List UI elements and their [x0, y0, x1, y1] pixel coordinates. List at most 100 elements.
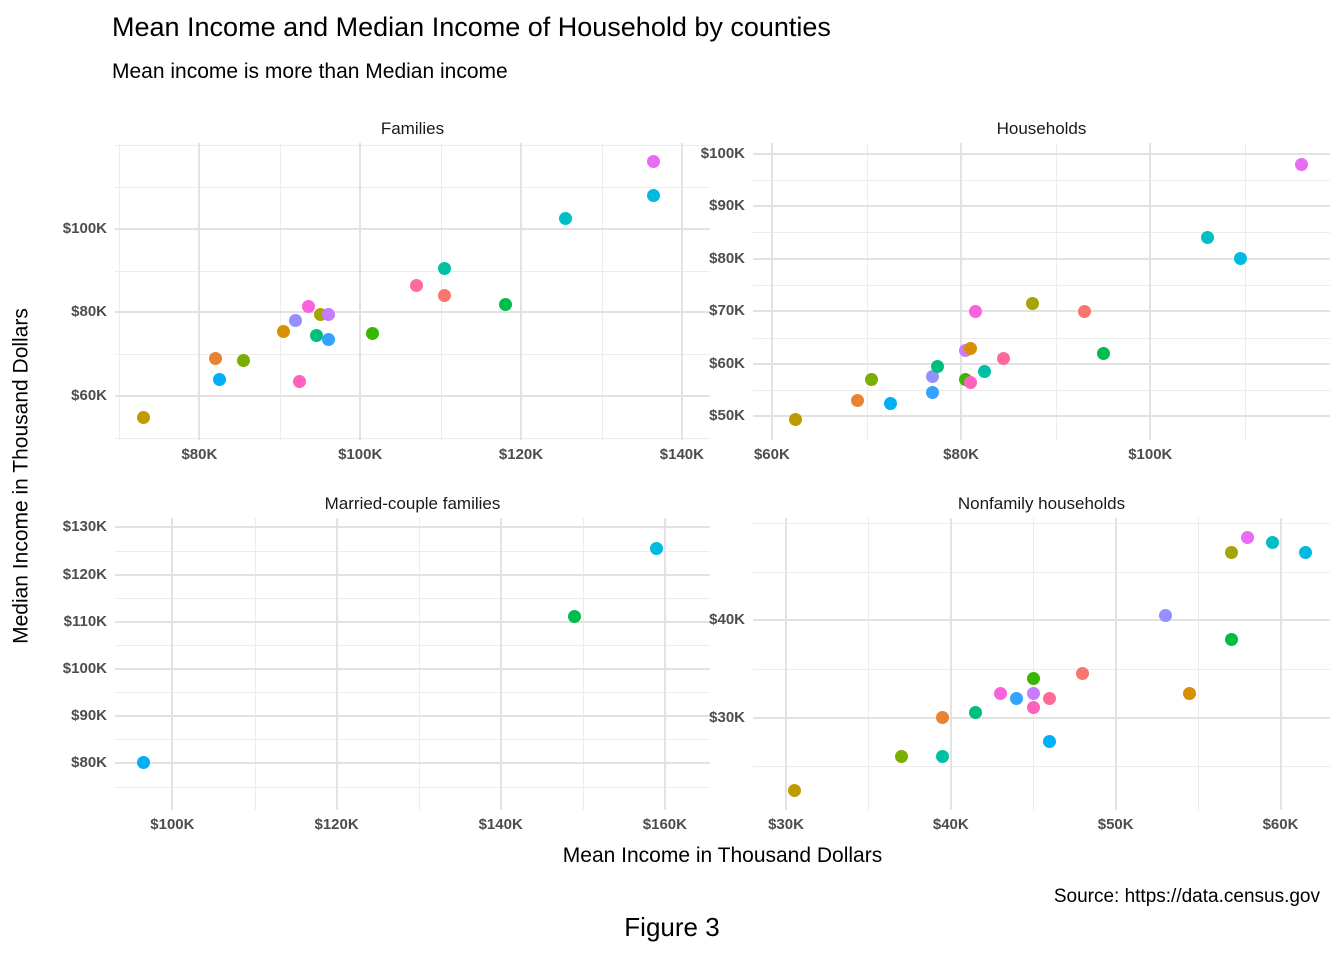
y-tick-label: $90K	[71, 706, 107, 724]
data-point	[321, 308, 335, 321]
gridline-y-minor	[115, 739, 710, 741]
data-point	[1076, 667, 1090, 681]
gridline-y-major	[115, 311, 710, 314]
data-point	[321, 333, 335, 347]
data-point	[993, 686, 1007, 700]
y-tick-label: $100K	[62, 659, 107, 677]
gridline-y-major	[115, 227, 710, 230]
data-point	[647, 155, 661, 169]
data-point	[1224, 545, 1238, 559]
data-point	[277, 324, 291, 338]
gridline-y-major	[753, 257, 1330, 260]
x-tick-label: $120K	[314, 816, 359, 833]
y-tick-label: $110K	[63, 612, 107, 630]
gridline-x-major	[785, 518, 787, 810]
data-point	[293, 374, 307, 388]
y-tick-label: $50K	[709, 407, 745, 425]
gridline-x-major	[949, 518, 952, 810]
data-point	[309, 328, 323, 342]
gridline-x-major	[960, 143, 963, 440]
data-point	[237, 354, 251, 367]
data-point	[498, 297, 512, 311]
data-point	[1241, 531, 1255, 544]
data-point	[969, 706, 983, 720]
y-tick-label: $30K	[709, 708, 745, 726]
x-tick-label: $100K	[338, 446, 383, 463]
data-point	[438, 262, 452, 275]
data-point	[136, 410, 150, 424]
gridline-x-minor	[1055, 143, 1057, 440]
x-tick-label: $160K	[642, 816, 687, 833]
data-point	[850, 394, 864, 408]
gridline-y-major	[115, 667, 710, 670]
gridline-x-minor	[279, 143, 281, 440]
gridline-y-minor	[115, 186, 710, 188]
data-point	[1224, 633, 1238, 647]
gridline-y-minor	[753, 766, 1330, 768]
gridline-x-major	[171, 518, 174, 810]
gridline-x-minor	[254, 518, 256, 810]
figure-label: Figure 3	[624, 912, 720, 942]
data-point	[968, 304, 982, 318]
gridline-y-minor	[115, 145, 710, 147]
facet-panel-married-couple-families: $100K $120K $140K $160K $80K $90K $100K $110K $1…	[63, 518, 710, 833]
facet-strip-nonfamily-households: Nonfamily households	[957, 494, 1126, 513]
gridline-y-minor	[753, 668, 1330, 670]
data-point	[365, 326, 379, 340]
data-point	[787, 784, 801, 797]
y-tick-label: $80K	[709, 249, 745, 267]
facet-strip-families: Families	[380, 119, 445, 138]
data-point	[931, 359, 944, 373]
data-point	[1096, 346, 1110, 360]
x-tick-label: $40K	[932, 816, 969, 833]
y-tick-label: $60K	[709, 354, 745, 372]
x-tick-label: $30K	[768, 816, 804, 833]
x-tick-label: $80K	[181, 446, 218, 463]
gridline-x-minor	[1033, 518, 1035, 810]
x-tick-label: $100K	[150, 816, 195, 833]
gridline-y-major	[115, 395, 710, 398]
data-point	[647, 188, 661, 202]
gridline-y-minor	[115, 786, 710, 788]
gridline-y-major	[115, 526, 710, 529]
gridline-x-minor	[1244, 143, 1246, 440]
gridline-x-minor	[418, 518, 420, 810]
data-point	[997, 352, 1011, 365]
data-point	[137, 756, 151, 770]
data-point	[568, 610, 582, 624]
data-point	[926, 386, 940, 400]
gridline-x-major	[680, 143, 683, 440]
data-point	[289, 314, 303, 328]
gridline-x-major	[1114, 518, 1117, 810]
gridline-y-minor	[753, 390, 1330, 392]
gridline-x-major	[198, 143, 201, 440]
gridline-y-minor	[753, 522, 1330, 524]
data-point	[438, 289, 452, 303]
y-tick-label: $100K	[700, 144, 745, 162]
y-axis-title: Median Income in Thousand Dollars	[9, 308, 33, 644]
gridline-y-major	[115, 573, 710, 576]
gridline-y-minor	[753, 232, 1330, 234]
data-point	[1298, 545, 1312, 559]
facet-panel-households: $60K $80K $100K $50K $60K $70K $80K $90K $100K	[701, 143, 1330, 463]
y-tick-label: $60K	[71, 387, 107, 405]
gridline-x-major	[770, 143, 773, 440]
gridline-y-major	[753, 415, 1330, 418]
gridline-x-minor	[601, 143, 603, 440]
data-point	[1026, 686, 1040, 700]
data-point	[1043, 735, 1057, 749]
data-point	[650, 542, 664, 556]
chart-title: Mean Income and Median Income of Househo…	[112, 12, 831, 42]
data-point	[964, 375, 978, 389]
x-tick-label: $60K	[753, 446, 790, 463]
data-point	[1026, 672, 1040, 686]
gridline-x-minor	[1198, 518, 1200, 810]
gridline-y-major	[115, 761, 710, 764]
gridline-x-major	[1279, 518, 1282, 810]
data-point	[410, 278, 423, 292]
x-tick-label: $100K	[1128, 446, 1173, 463]
gridline-x-major	[1149, 143, 1152, 440]
gridline-y-minor	[115, 354, 710, 356]
gridline-y-major	[753, 619, 1330, 622]
